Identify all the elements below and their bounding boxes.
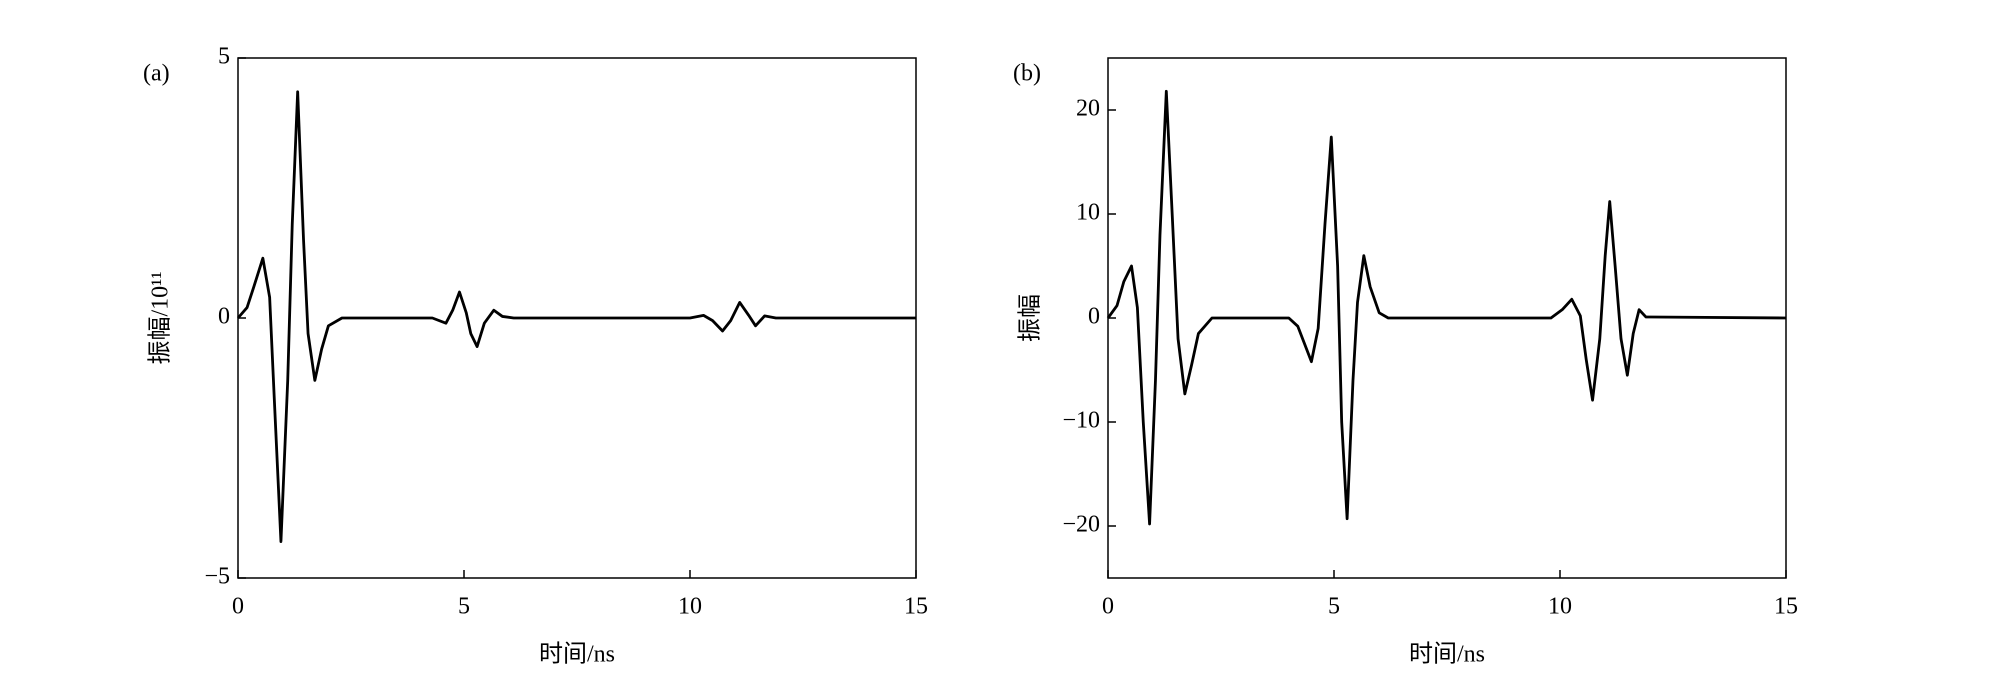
y-tick-label: 10 <box>1076 200 1100 226</box>
x-tick-label: 0 <box>1102 594 1114 620</box>
x-axis-label: 时间/ns <box>539 641 615 668</box>
x-axis-label: 时间/ns <box>1409 641 1485 668</box>
panel-label: (a) <box>143 61 170 87</box>
line <box>1106 89 1787 526</box>
y-tick-label: −10 <box>1062 408 1100 434</box>
x-tick-label: 5 <box>458 594 470 620</box>
y-axis-label: 振幅/10¹¹ <box>147 271 174 364</box>
x-tick-label: 15 <box>904 594 928 620</box>
panel-label: (b) <box>1013 61 1041 87</box>
x-tick-label: 15 <box>1774 594 1798 620</box>
y-tick-label: 5 <box>218 44 230 70</box>
line <box>236 90 916 543</box>
y-tick-label: −5 <box>204 564 230 590</box>
x-tick-label: 0 <box>232 594 244 620</box>
y-tick-label: 0 <box>218 304 230 330</box>
x-tick-label: 10 <box>1548 594 1572 620</box>
y-tick-label: 20 <box>1076 96 1100 122</box>
y-tick-label: 0 <box>1088 304 1100 330</box>
x-tick-label: 10 <box>678 594 702 620</box>
x-tick-label: 5 <box>1328 594 1340 620</box>
y-axis-label: 振幅 <box>1017 294 1044 342</box>
y-tick-label: −20 <box>1062 512 1100 538</box>
